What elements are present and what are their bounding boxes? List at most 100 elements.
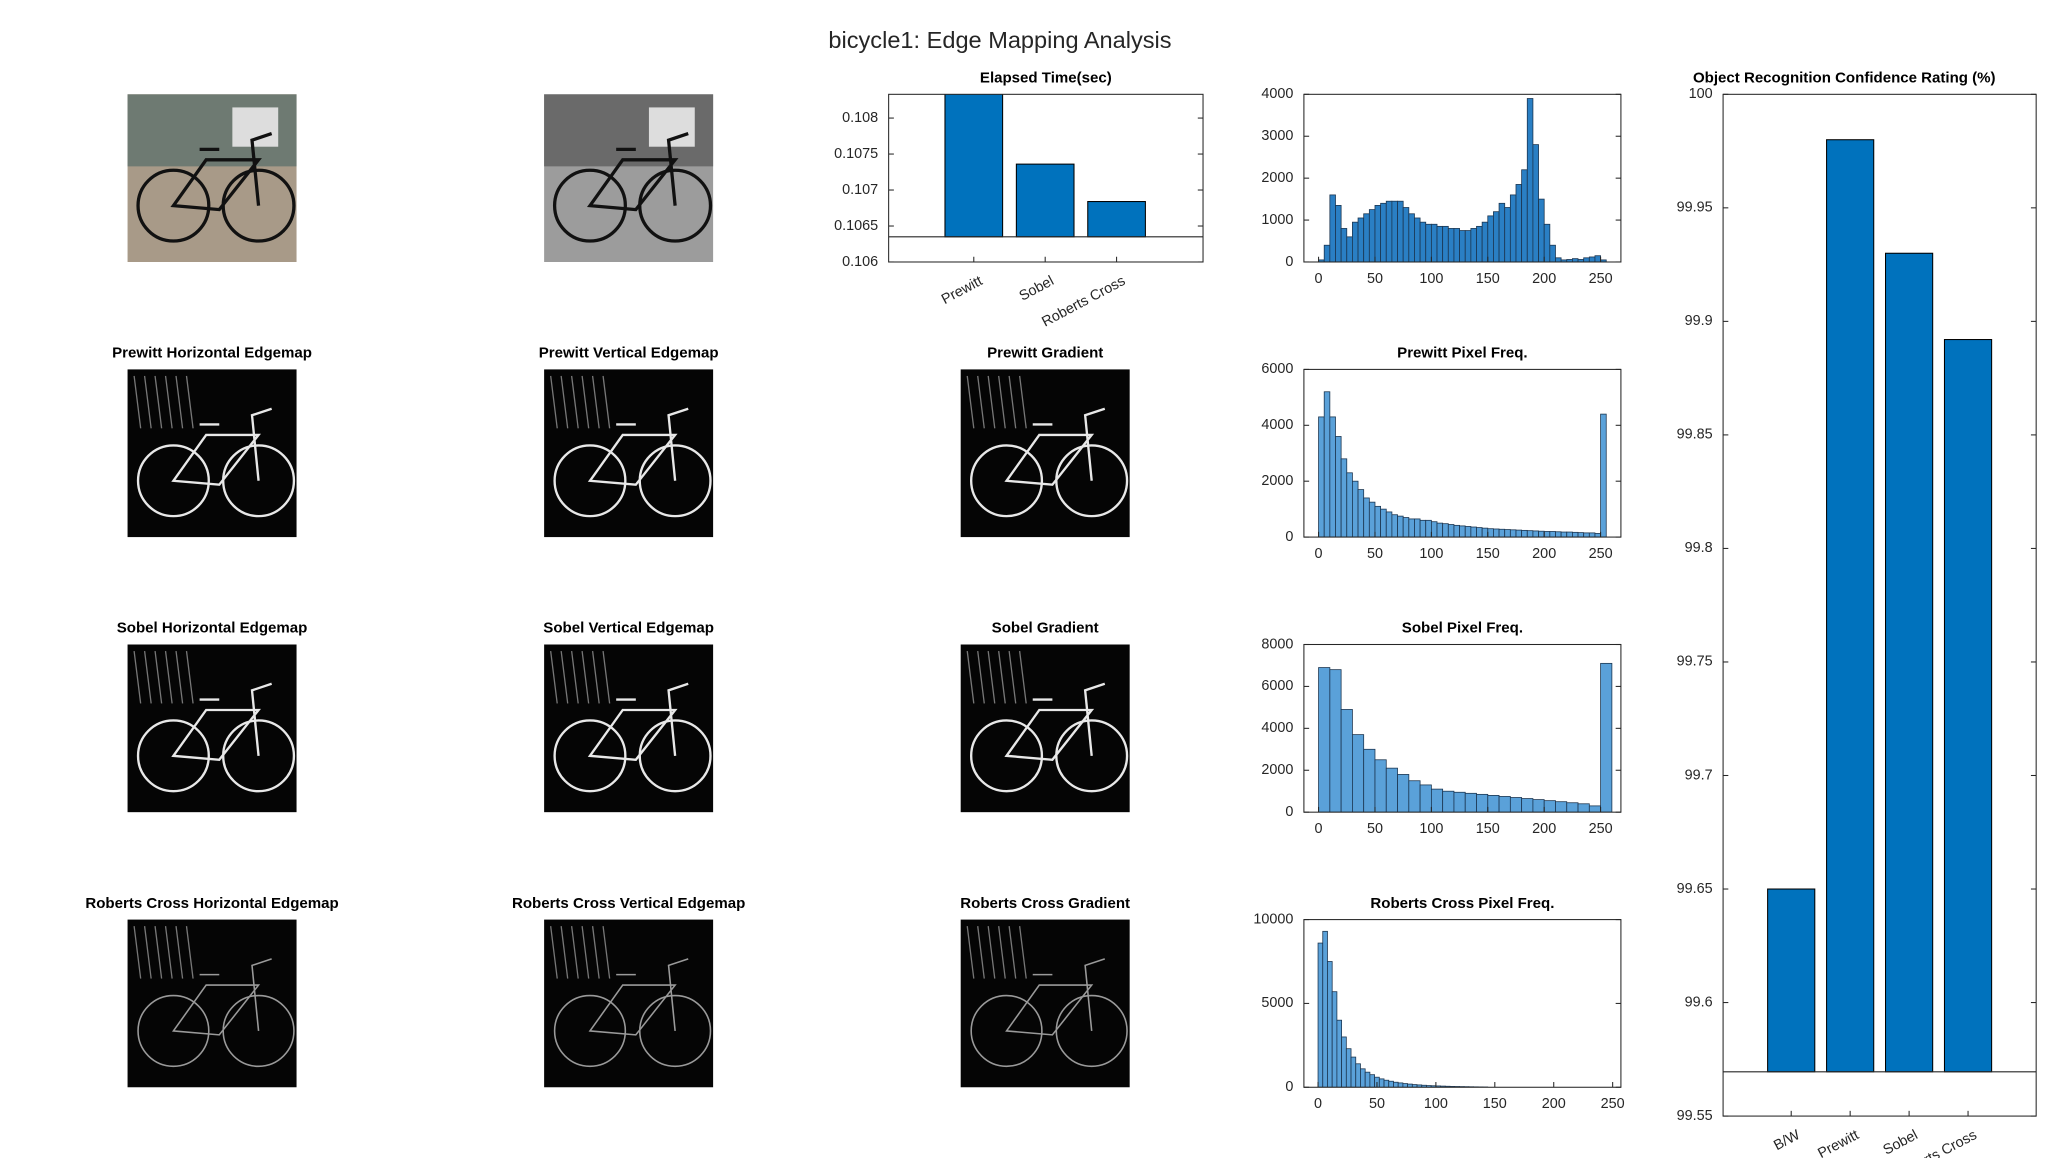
x-tick-label: 50 [1367, 271, 1383, 287]
histogram-bar [1375, 760, 1386, 812]
histogram-bar [1364, 498, 1370, 537]
y-tick-label: 4000 [1261, 86, 1293, 102]
histogram-bar [1360, 1069, 1365, 1087]
histogram-bar [1460, 231, 1466, 262]
histogram-bar [1318, 943, 1323, 1087]
histogram-bar [1555, 258, 1561, 262]
y-tick-label: 4000 [1261, 720, 1293, 736]
histogram-bar [1482, 528, 1488, 537]
histogram-bar [1347, 473, 1353, 537]
histogram-bar [1420, 222, 1426, 262]
histogram-bar [1431, 522, 1437, 537]
y-tick-label: 2000 [1261, 170, 1293, 186]
image-title: Roberts Cross Horizontal Edgemap [85, 895, 338, 912]
y-tick-label: 6000 [1261, 678, 1293, 694]
image-title: Sobel Horizontal Edgemap [117, 620, 308, 637]
histogram-bar [1589, 257, 1595, 262]
histogram-bar [1505, 530, 1511, 538]
histogram-bar [1369, 210, 1375, 262]
histogram-bar [1589, 806, 1600, 812]
chart-title: Elapsed Time(sec) [980, 70, 1112, 87]
histogram-bar [1555, 802, 1566, 812]
histogram-bar [1409, 214, 1415, 262]
histogram-bar [1403, 518, 1409, 538]
image-panel [128, 94, 297, 262]
histogram-bar [1499, 529, 1505, 537]
histogram-bar [1539, 531, 1545, 537]
y-tick-label: 99.7 [1685, 767, 1713, 783]
x-tick-label: 0 [1315, 546, 1323, 562]
histogram-bar [1460, 526, 1466, 537]
y-tick-label: 8000 [1261, 636, 1293, 652]
image-title: Prewitt Gradient [987, 345, 1103, 362]
x-tick-label: 100 [1419, 821, 1443, 837]
histogram-bar [1482, 222, 1488, 262]
histogram-bar [1381, 203, 1387, 262]
image-panel: Prewitt Gradient [961, 345, 1130, 537]
histogram-bar [1443, 226, 1449, 262]
y-tick-label: 99.8 [1685, 540, 1713, 556]
x-tick-label: Prewitt [939, 273, 985, 308]
histogram-bar [1330, 417, 1336, 537]
bar [1088, 202, 1146, 237]
chart-title: Object Recognition Confidence Rating (%) [1693, 70, 1996, 87]
histogram-bar [1335, 436, 1341, 537]
histogram-bar [1420, 520, 1426, 537]
car [232, 107, 278, 146]
histogram-bar [1403, 1084, 1408, 1088]
histogram-bar [1341, 709, 1352, 812]
histogram-bar [1539, 199, 1545, 262]
histogram-bar [1601, 414, 1607, 537]
x-tick-label: Prewitt [1815, 1127, 1861, 1158]
image-panel: Roberts Cross Gradient [960, 895, 1130, 1087]
histogram-bar [1426, 520, 1432, 537]
chart-title: Roberts Cross Pixel Freq. [1370, 895, 1554, 912]
histogram-bar [1601, 663, 1612, 812]
histogram-bar [1493, 529, 1499, 537]
histogram-bar [1555, 532, 1561, 537]
histogram-bar [1379, 1079, 1384, 1087]
bar [1016, 164, 1074, 237]
histogram-bar [1327, 962, 1332, 1088]
histogram-bar [1477, 528, 1483, 538]
histogram-bar [1595, 533, 1601, 537]
histogram-bar [1409, 519, 1415, 537]
histogram-bar [1341, 228, 1347, 262]
histogram-bar [1544, 801, 1555, 813]
car [649, 107, 695, 146]
x-tick-label: 250 [1589, 821, 1613, 837]
histogram-bar [1477, 794, 1488, 812]
histogram-bar [1352, 222, 1358, 262]
y-tick-label: 4000 [1261, 417, 1293, 433]
histogram-bar [1386, 768, 1397, 812]
y-tick-label: 99.85 [1677, 427, 1713, 443]
histogram-bar [1516, 184, 1522, 262]
histogram-bar [1522, 170, 1528, 262]
histogram-bar [1488, 795, 1499, 812]
histogram-bar [1319, 668, 1330, 813]
histogram-bar [1398, 774, 1409, 812]
image-panel: Roberts Cross Vertical Edgemap [512, 895, 745, 1087]
histogram-bar [1465, 231, 1471, 262]
x-tick-label: 100 [1424, 1096, 1448, 1112]
histogram-bar [1465, 526, 1471, 537]
y-tick-label: 0 [1285, 1079, 1293, 1095]
histogram-bar [1544, 224, 1550, 262]
histogram-bar [1443, 791, 1454, 812]
x-tick-label: 150 [1483, 1096, 1507, 1112]
histogram-bar [1454, 792, 1465, 812]
x-tick-label: 200 [1532, 546, 1556, 562]
y-tick-label: 99.6 [1685, 994, 1713, 1010]
bar [1944, 340, 1991, 1072]
y-tick-label: 99.75 [1677, 654, 1713, 670]
histogram-bar [1584, 258, 1590, 262]
image-panel [544, 94, 713, 262]
image-title: Sobel Vertical Edgemap [543, 620, 714, 637]
histogram-bar [1384, 1080, 1389, 1087]
x-tick-label: B/W [1771, 1127, 1803, 1154]
x-tick-label: 200 [1542, 1096, 1566, 1112]
histogram-bar [1465, 793, 1476, 812]
y-tick-label: 2000 [1261, 473, 1293, 489]
histogram-bar [1510, 530, 1516, 537]
